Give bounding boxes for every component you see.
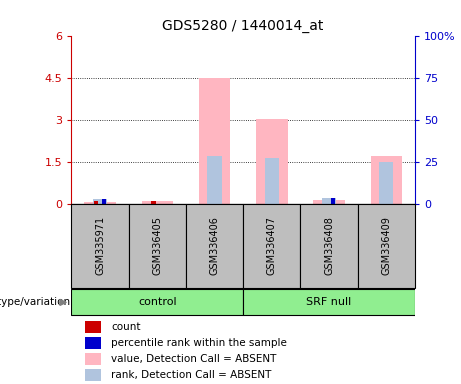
Bar <box>93 199 107 204</box>
Bar <box>85 321 100 333</box>
Text: percentile rank within the sample: percentile rank within the sample <box>111 338 287 348</box>
Bar <box>322 198 336 204</box>
Bar <box>207 156 222 204</box>
Bar <box>256 119 288 204</box>
Bar <box>142 201 173 204</box>
Bar <box>71 290 243 315</box>
Bar <box>84 202 116 204</box>
Text: genotype/variation: genotype/variation <box>0 297 71 308</box>
Text: GSM336405: GSM336405 <box>152 216 162 275</box>
Bar <box>129 204 186 288</box>
Bar <box>199 78 230 204</box>
Bar <box>243 204 301 288</box>
Bar <box>94 201 98 204</box>
Bar <box>243 290 415 315</box>
Text: rank, Detection Call = ABSENT: rank, Detection Call = ABSENT <box>111 370 272 381</box>
Bar <box>379 162 393 204</box>
Bar <box>71 204 129 288</box>
Title: GDS5280 / 1440014_at: GDS5280 / 1440014_at <box>162 19 324 33</box>
Bar <box>85 369 100 381</box>
Text: GSM336409: GSM336409 <box>381 216 391 275</box>
Bar <box>85 337 100 349</box>
Text: SRF null: SRF null <box>307 297 352 308</box>
Text: count: count <box>111 322 141 332</box>
Bar <box>313 200 345 204</box>
Bar <box>301 204 358 288</box>
Bar <box>102 199 106 204</box>
Text: control: control <box>138 297 177 308</box>
Bar <box>265 157 279 204</box>
Bar <box>186 204 243 288</box>
Text: GSM335971: GSM335971 <box>95 216 105 275</box>
Bar <box>371 156 402 204</box>
Bar <box>358 204 415 288</box>
Bar <box>331 198 335 204</box>
Bar <box>151 201 156 204</box>
Bar <box>85 353 100 365</box>
Text: GSM336408: GSM336408 <box>324 216 334 275</box>
Text: GSM336407: GSM336407 <box>267 216 277 275</box>
Text: value, Detection Call = ABSENT: value, Detection Call = ABSENT <box>111 354 276 364</box>
Text: GSM336406: GSM336406 <box>210 216 219 275</box>
